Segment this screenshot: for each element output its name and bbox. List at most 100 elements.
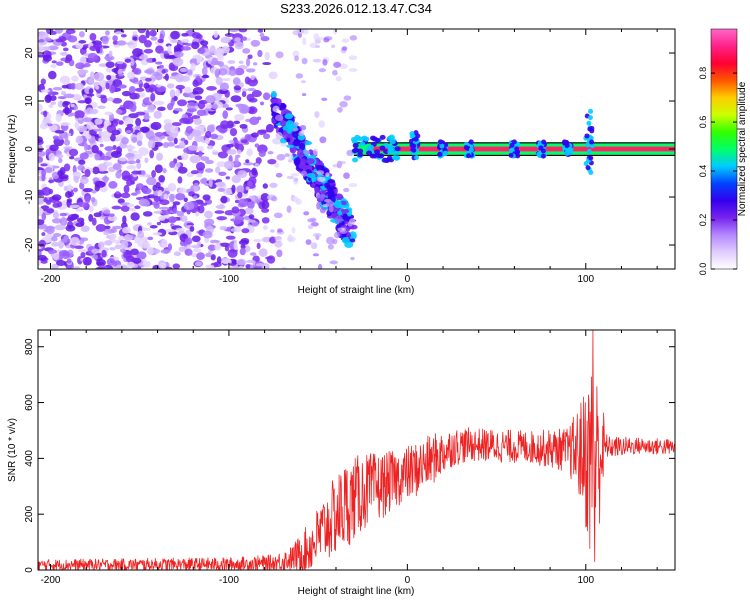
spectrogram-blob: [196, 173, 203, 178]
colorbar-tick-label: 0.6: [698, 116, 708, 129]
spectrogram-blob: [343, 187, 350, 193]
spectrogram-blob: [301, 170, 308, 177]
spectrogram-blob: [272, 137, 283, 145]
spectrogram-blob: [61, 90, 66, 96]
y-tick-label: 0: [24, 146, 35, 152]
spectrogram-blob: [306, 173, 316, 178]
spectrogram-blob: [63, 139, 71, 146]
spectrogram-blob: [153, 248, 161, 254]
spectrogram-blob: [243, 207, 254, 215]
spectrogram-blob: [318, 120, 325, 128]
spectrogram-blob: [117, 198, 125, 204]
spectrogram-blob: [41, 232, 46, 236]
spectrogram-blob: [333, 200, 342, 209]
spectrogram-blob: [126, 145, 136, 150]
spectrogram-blob: [104, 30, 110, 36]
spectrogram-blob: [38, 103, 43, 112]
spectrogram-blob: [157, 38, 164, 44]
spectrogram-blob: [276, 249, 283, 258]
spectrogram-blob: [262, 62, 272, 66]
spectrogram-blob: [167, 141, 176, 147]
spectrogram-blob: [202, 230, 213, 239]
spectrogram-blob: [104, 55, 115, 61]
spectrogram-blob: [171, 122, 182, 127]
spectrogram-blob: [191, 235, 201, 243]
y-tick-label: 600: [24, 394, 35, 411]
spectrogram-blob: [263, 133, 271, 140]
spectrogram-blob: [382, 157, 389, 163]
spectrogram-blob: [298, 142, 306, 151]
y-tick-label: 400: [24, 450, 35, 467]
spectrogram-blob: [91, 248, 100, 254]
spectrogram-blob: [48, 188, 54, 195]
spectrogram-blob: [112, 119, 119, 127]
spectrogram-blob: [307, 224, 314, 230]
spectrogram-blob: [173, 251, 181, 257]
spectrogram-blob: [191, 32, 202, 39]
spectrogram-blob: [115, 191, 120, 195]
spectrogram-blob: [177, 166, 188, 174]
spectrogram-blob: [238, 265, 244, 269]
spectrogram-blob: [78, 159, 86, 165]
spectrogram-blob: [211, 103, 219, 110]
spectrogram-blob: [43, 110, 48, 118]
spectrogram-blob: [247, 219, 256, 223]
spectrogram-blob: [270, 229, 275, 233]
spectrogram-blob: [110, 228, 117, 233]
spectrogram-blob: [181, 33, 189, 37]
spectrogram-blob: [160, 249, 171, 254]
spectrogram-blob: [316, 170, 325, 175]
spectrogram-blob: [221, 45, 230, 54]
colorbar-tick-label: 0.4: [698, 165, 708, 178]
spectrogram-blob: [326, 236, 335, 245]
spectrogram-blob: [134, 235, 140, 244]
spectrogram-blob: [216, 181, 226, 188]
spectrogram-blob: [251, 90, 262, 98]
spectrogram-blob: [82, 117, 94, 123]
spectrogram-blob: [61, 251, 70, 259]
spectrogram-blob: [312, 253, 320, 257]
spectrogram-blob: [463, 144, 469, 150]
spectrogram-blob: [82, 188, 94, 193]
spectrogram-blob: [537, 152, 543, 158]
spectrogram-blob: [97, 105, 106, 110]
spectrogram-blob: [88, 78, 94, 84]
spectrogram-blob: [204, 168, 214, 173]
spectrogram-blob: [247, 200, 255, 210]
spectrogram-blob: [40, 78, 46, 85]
spectrogram-blob: [137, 234, 145, 238]
spectrogram-blob: [95, 223, 107, 232]
spectrogram-blob: [120, 33, 127, 38]
spectrogram-blob: [44, 226, 56, 230]
spectrogram-blob: [177, 99, 188, 107]
spectrogram-blob: [70, 82, 76, 90]
spectrogram-blob: [248, 214, 255, 220]
x-tick-label: -200: [40, 575, 60, 586]
spectrogram-blob: [301, 93, 307, 97]
spectrogram-blob: [118, 157, 128, 162]
spectrogram-blob: [409, 131, 415, 137]
spectrogram-blob: [116, 40, 127, 46]
spectrogram-blob: [200, 202, 208, 206]
spectrogram-blob: [273, 162, 280, 168]
spectrogram-blob: [228, 68, 237, 77]
spectrogram-blob: [159, 199, 170, 206]
spectrogram-blob: [238, 198, 249, 208]
spectrogram-blob: [257, 129, 267, 135]
spectrogram-blob: [588, 155, 594, 161]
spectrogram-blob: [48, 152, 56, 162]
spectrogram-blob: [88, 213, 94, 222]
y-tick-label: -10: [24, 189, 35, 204]
spectrogram-blob: [44, 94, 52, 104]
spectrogram-blob: [466, 153, 472, 159]
spectrogram-blob: [85, 134, 92, 140]
spectrogram-blob: [158, 215, 166, 221]
snr-frame: [37, 329, 676, 571]
spectrogram-blob: [186, 243, 192, 250]
spectrogram-blob: [322, 58, 328, 66]
y-tick-label: 800: [24, 338, 35, 355]
spectrogram-blob: [75, 208, 84, 212]
spectrogram-blob: [329, 204, 334, 213]
spectrogram-blob: [38, 156, 44, 163]
